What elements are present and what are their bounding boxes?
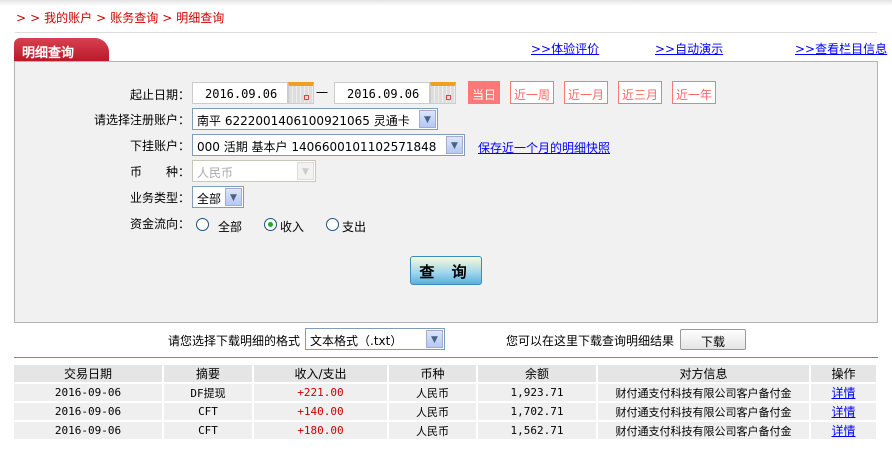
cell-action: 详情 [811,403,878,422]
header-counterparty: 对方信息 [598,365,811,384]
feedback-link[interactable]: >>体验评价 [531,42,600,56]
flow-income-label[interactable]: 收入 [280,220,305,234]
biz-type-select[interactable]: 全部 ▼ [192,186,244,208]
header-currency: 币种 [389,365,478,384]
range-year-button[interactable]: 近一年 [672,81,716,104]
currency-select: 人民币 ▼ [192,160,316,182]
biz-type-label: 业务类型： [129,191,190,205]
cell-balance: 1,702.71 [478,403,598,422]
start-date-input[interactable]: 2016.09.06 [192,82,288,104]
cell-balance: 1,562.71 [478,422,598,441]
end-date-input[interactable]: 2016.09.06 [334,82,430,104]
cell-balance: 1,923.71 [478,384,598,403]
range-3month-button[interactable]: 近三月 [618,81,662,104]
cell-date: 2016-09-06 [14,384,164,403]
range-month-button[interactable]: 近一月 [564,81,608,104]
breadcrumb-chevron: > [30,11,41,25]
breadcrumb-account-query[interactable]: 账务查询 [110,11,159,25]
detail-link[interactable]: 详情 [831,405,856,419]
table-row: 2016-09-06 CFT +180.00 人民币 1,562.71 财付通支… [14,422,878,441]
sub-account-select[interactable]: 000 活期 基本户 1406600101102571848 ▼ [192,134,465,156]
save-snapshot-link[interactable]: 保存近一个月的明细快照 [478,141,611,155]
flow-label: 资金流向： [129,217,190,231]
header-action: 操作 [811,365,878,384]
cell-counterparty: 财付通支付科技有限公司客户备付金 [598,384,811,403]
flow-all-label[interactable]: 全部 [218,220,243,234]
header-amount: 收入/支出 [254,365,389,384]
divider [14,357,878,358]
flow-income-radio[interactable] [264,218,277,231]
flow-expense-label[interactable]: 支出 [342,220,367,234]
table-header: 交易日期 摘要 收入/支出 币种 余额 对方信息 操作 [14,365,878,384]
detail-link[interactable]: 详情 [831,386,856,400]
cell-amount: +221.00 [254,384,389,403]
header-summary: 摘要 [164,365,254,384]
cell-action: 详情 [811,422,878,441]
biz-type-value: 全部 [197,192,222,206]
date-label: 起止日期： [129,88,190,102]
cell-action: 详情 [811,384,878,403]
cell-summary: CFT [164,422,254,441]
calendar-icon[interactable] [430,82,456,104]
header-balance: 余额 [478,365,598,384]
flow-all-radio[interactable] [196,218,209,231]
column-info-link[interactable]: >>查看栏目信息 [795,42,888,56]
breadcrumb-detail-query: 明细查询 [176,11,225,25]
chevron-down-icon: ▼ [426,330,443,348]
download-button[interactable]: 下载 [680,329,746,350]
cell-date: 2016-09-06 [14,403,164,422]
cell-counterparty: 财付通支付科技有限公司客户备付金 [598,422,811,441]
breadcrumb-chevron: > [162,11,173,25]
chevron-down-icon: ▼ [446,136,463,154]
reg-account-label: 请选择注册账户： [93,113,190,127]
reg-account-select[interactable]: 南平 6222001406100921065 灵通卡 ▼ [192,108,438,130]
chevron-down-icon: ▼ [419,110,436,128]
range-week-button[interactable]: 近一周 [510,81,554,104]
chevron-down-icon: ▼ [225,188,242,206]
sub-account-label: 下挂账户： [129,139,190,153]
cell-counterparty: 财付通支付科技有限公司客户备付金 [598,403,811,422]
download-format-select[interactable]: 文本格式（.txt） ▼ [305,328,445,350]
download-format-label: 请您选择下载明细的格式 [167,334,300,348]
cell-date: 2016-09-06 [14,422,164,441]
cell-currency: 人民币 [389,403,478,422]
download-format-value: 文本格式（.txt） [310,334,403,348]
reg-account-value: 南平 6222001406100921065 灵通卡 [197,114,410,128]
auto-demo-link[interactable]: >>自动演示 [655,42,724,56]
breadcrumb-chevron: > [96,11,107,25]
cell-summary: DF提现 [164,384,254,403]
table-row: 2016-09-06 DF提现 +221.00 人民币 1,923.71 财付通… [14,384,878,403]
range-today-button[interactable]: 当日 [468,81,500,104]
download-hint: 您可以在这里下载查询明细结果 [506,334,675,348]
table-row: 2016-09-06 CFT +140.00 人民币 1,702.71 财付通支… [14,403,878,422]
cell-currency: 人民币 [389,422,478,441]
tab-detail-query[interactable]: 明细查询 [14,38,109,62]
cell-currency: 人民币 [389,384,478,403]
query-button[interactable]: 查 询 [410,256,482,285]
cell-amount: +140.00 [254,403,389,422]
breadcrumb: > > 我的账户 > 账务查询 > 明细查询 [16,9,224,26]
cell-amount: +180.00 [254,422,389,441]
chevron-down-icon: ▼ [297,162,314,180]
breadcrumb-my-account[interactable]: 我的账户 [44,11,93,25]
breadcrumb-chevron: > [16,11,27,25]
sub-account-value: 000 活期 基本户 1406600101102571848 [197,140,437,154]
currency-label: 币 种： [129,165,190,179]
header-date: 交易日期 [14,365,164,384]
flow-expense-radio[interactable] [326,218,339,231]
calendar-icon[interactable] [288,82,314,104]
currency-value: 人民币 [197,166,234,180]
cell-summary: CFT [164,403,254,422]
top-bar [0,0,892,6]
date-dash: 一 [316,86,329,100]
divider [15,32,877,33]
detail-link[interactable]: 详情 [831,424,856,438]
transaction-table: 交易日期 摘要 收入/支出 币种 余额 对方信息 操作 2016-09-06 D… [14,365,878,441]
